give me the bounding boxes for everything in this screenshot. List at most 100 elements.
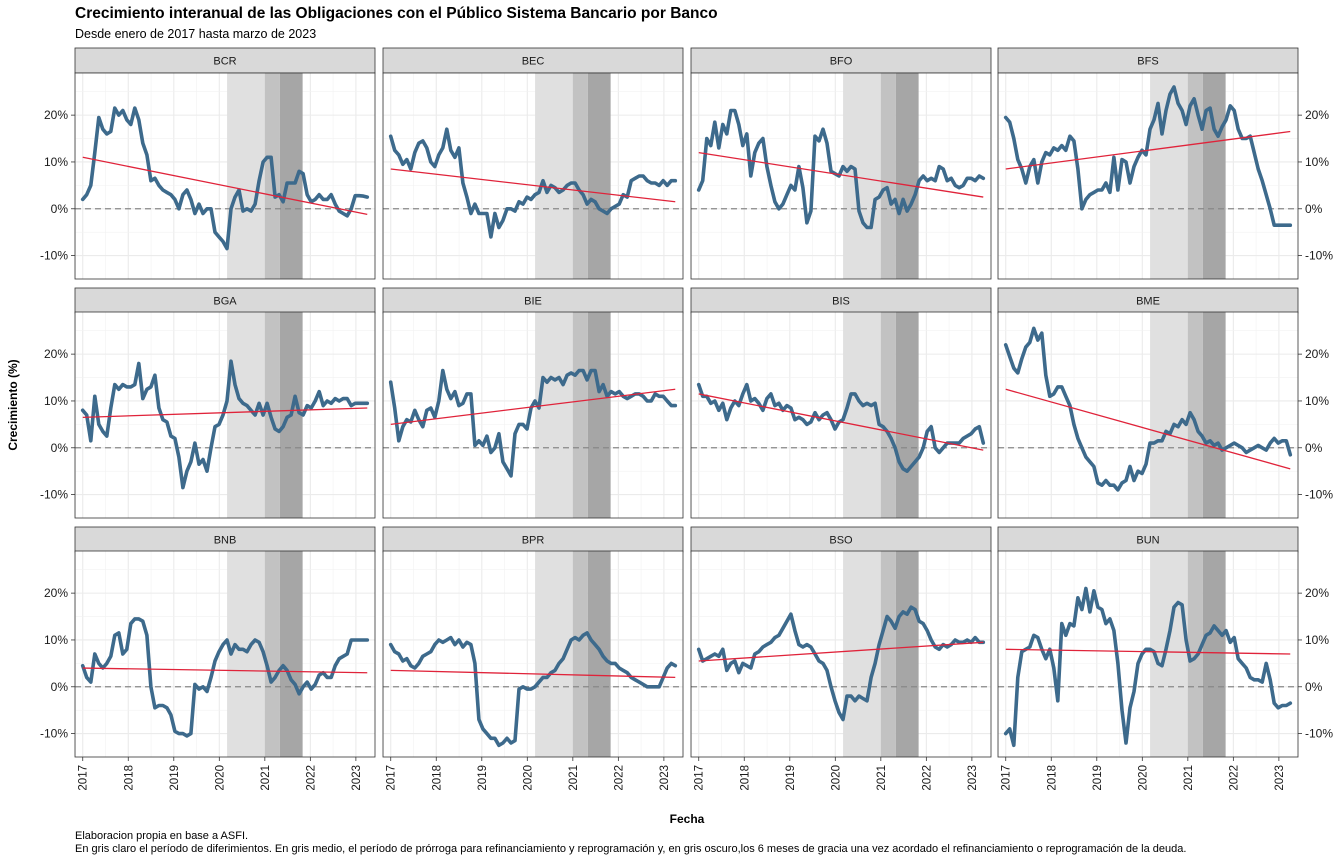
facet-strip-label: BFO	[830, 56, 853, 68]
x-tick-label: 2019	[785, 765, 797, 791]
y-tick-label: -10%	[40, 249, 68, 263]
panel-border	[74, 311, 376, 519]
period-band-dark	[279, 551, 303, 757]
facet-strip	[74, 47, 376, 74]
facet-strip	[74, 287, 376, 314]
panel-border	[690, 311, 992, 519]
series-line	[1003, 586, 1293, 748]
period-band-medium	[880, 73, 896, 279]
panel-border	[382, 72, 684, 280]
x-tick-label: 2018	[1046, 765, 1058, 791]
facet-bpr: BPR 2017 2018 2019 2020 2021 2022 2023	[382, 526, 684, 791]
panel-background	[383, 73, 683, 279]
x-tick-label: 2018	[431, 765, 443, 791]
trend-line	[1005, 388, 1291, 470]
x-tick-label: 2020	[522, 765, 534, 791]
facet-strip-label: BME	[1136, 296, 1160, 308]
y-tick-label: 10%	[44, 394, 68, 408]
panel-background	[383, 312, 683, 518]
period-band-dark	[895, 551, 919, 757]
caption-line-2: En gris claro el período de diferimiento…	[75, 843, 1187, 855]
facet-bnb: BNB 2017 2018 2019 2020 2021 2022 2023 -10% 0% 10%…	[40, 526, 376, 791]
y-tick-label: 10%	[1305, 155, 1329, 169]
facet-strip-label: BNB	[214, 535, 237, 547]
x-tick-label: 2023	[351, 765, 363, 791]
chart-caption: Elaboracion propia en base a ASFI. En gr…	[75, 830, 1186, 856]
x-tick-label: 2021	[1183, 765, 1195, 791]
facet-bcr: BCR -10% 0% 10% 20%	[40, 47, 376, 280]
period-band-dark	[279, 73, 303, 279]
x-tick-label: 2022	[613, 765, 625, 791]
facet-strip-label: BPR	[522, 535, 545, 547]
facet-strip	[382, 47, 684, 74]
series-line	[696, 382, 986, 473]
y-axis-title: Crecimiento (%)	[6, 359, 20, 450]
panel-border	[690, 72, 992, 280]
series-line	[388, 631, 678, 748]
facet-bga: BGA -10% 0% 10% 20%	[40, 287, 376, 519]
period-band-medium	[572, 312, 588, 518]
x-tick-label: 2022	[921, 765, 933, 791]
y-tick-label: -10%	[40, 488, 68, 502]
period-band-dark	[1202, 73, 1226, 279]
y-tick-label: 10%	[44, 155, 68, 169]
x-tick-label: 2021	[876, 765, 888, 791]
period-band-light	[535, 73, 573, 279]
facet-strip-label: BIS	[832, 296, 850, 308]
trend-line	[390, 388, 676, 426]
trend-line	[82, 667, 368, 674]
facet-bfo: BFO	[690, 47, 992, 280]
facet-strip	[690, 287, 992, 314]
period-band-light	[843, 312, 881, 518]
facet-strip	[74, 526, 376, 553]
period-band-medium	[880, 551, 896, 757]
series-line	[696, 108, 986, 230]
period-band-dark	[895, 73, 919, 279]
series-line	[1003, 326, 1293, 492]
facet-strip-label: BIE	[524, 296, 542, 308]
facet-strip-label: BUN	[1136, 535, 1159, 547]
y-tick-label: 20%	[44, 586, 68, 600]
panel-background	[691, 312, 991, 518]
period-band-medium	[572, 73, 588, 279]
period-band-medium	[264, 312, 280, 518]
x-tick-label: 2019	[169, 765, 181, 791]
trend-line	[82, 156, 368, 216]
trend-line	[390, 669, 676, 679]
period-band-medium	[1187, 312, 1203, 518]
y-tick-label: -10%	[40, 727, 68, 741]
period-band-light	[535, 551, 573, 757]
y-tick-label: 0%	[51, 202, 69, 216]
y-tick-label: 20%	[1305, 108, 1329, 122]
trend-line	[390, 168, 676, 203]
y-tick-label: 0%	[1305, 441, 1323, 455]
panel-border	[997, 311, 1299, 519]
panel-border	[997, 550, 1299, 758]
period-band-dark	[895, 312, 919, 518]
facet-bme: BME -10% 0% 10% 20%	[997, 287, 1333, 519]
panel-background	[998, 73, 1298, 279]
x-tick-label: 2023	[967, 765, 979, 791]
facet-bec: BEC	[382, 47, 684, 280]
x-tick-label: 2017	[386, 765, 398, 791]
panel-background	[383, 551, 683, 757]
x-tick-label: 2020	[1137, 765, 1149, 791]
panel-background	[75, 551, 375, 757]
series-line	[80, 106, 370, 251]
period-band-light	[227, 551, 265, 757]
panel-background	[691, 73, 991, 279]
x-tick-label: 2023	[1274, 765, 1286, 791]
x-tick-label: 2017	[1001, 765, 1013, 791]
chart-title: Crecimiento interanual de las Obligacion…	[75, 5, 718, 22]
period-band-medium	[572, 551, 588, 757]
trend-line	[1005, 648, 1291, 655]
panel-background	[75, 312, 375, 518]
panel-border	[690, 550, 992, 758]
x-tick-label: 2022	[305, 765, 317, 791]
trend-line	[698, 151, 984, 198]
period-band-medium	[264, 551, 280, 757]
y-tick-label: -10%	[1305, 727, 1333, 741]
series-line	[388, 368, 678, 478]
series-line	[696, 605, 986, 722]
